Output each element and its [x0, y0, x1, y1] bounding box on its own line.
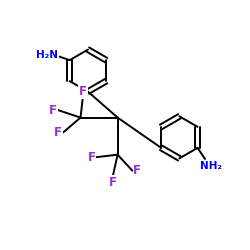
Text: F: F — [79, 85, 87, 98]
Text: F: F — [54, 126, 62, 139]
Text: F: F — [109, 176, 117, 189]
Text: F: F — [88, 151, 96, 164]
Text: NH₂: NH₂ — [200, 162, 222, 172]
Text: F: F — [133, 164, 141, 177]
Text: F: F — [49, 104, 57, 117]
Text: H₂N: H₂N — [36, 50, 59, 60]
